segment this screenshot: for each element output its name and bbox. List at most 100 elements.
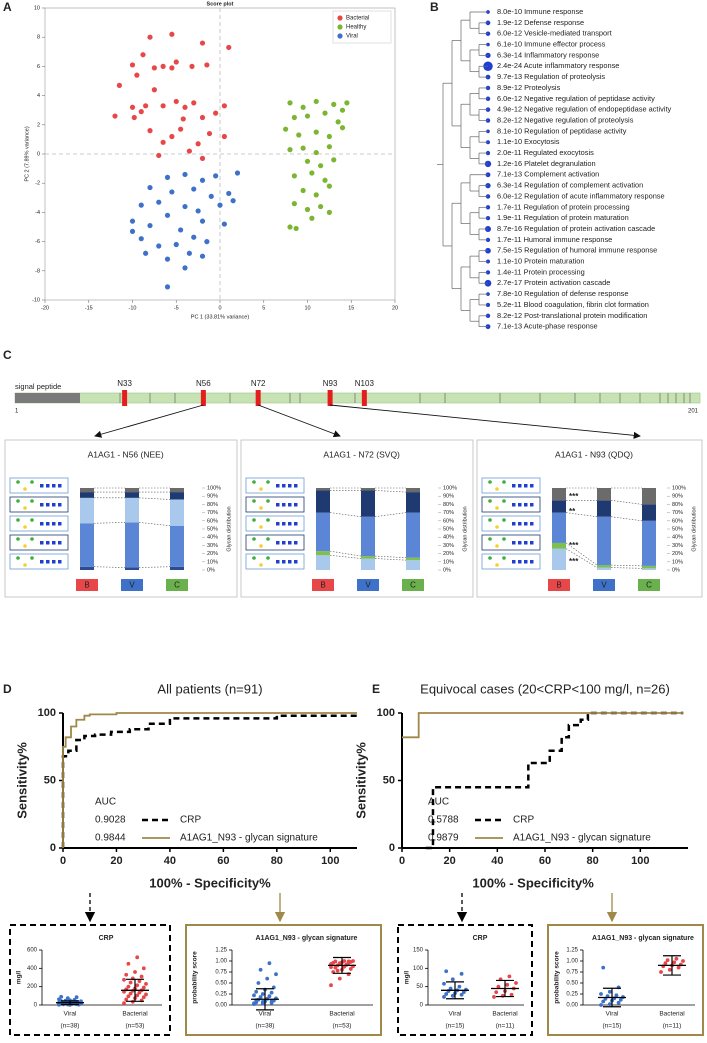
x-tick-label: 80 xyxy=(587,855,599,867)
bar-segment xyxy=(361,490,375,517)
x-tick-label: V xyxy=(601,581,607,590)
y-tick-label: 50 xyxy=(416,984,423,990)
point xyxy=(304,158,311,164)
point xyxy=(204,239,210,245)
point xyxy=(151,87,157,93)
y-tick-label: 100 xyxy=(38,707,56,719)
dot xyxy=(274,972,278,977)
dot xyxy=(124,997,129,1002)
bar-segment xyxy=(80,523,94,567)
dot xyxy=(496,984,501,989)
dot xyxy=(141,985,146,990)
point xyxy=(226,190,232,197)
bar-segment xyxy=(316,488,330,491)
point xyxy=(199,177,206,183)
point xyxy=(291,201,297,207)
glycan-unit xyxy=(276,541,280,545)
bar-segment xyxy=(170,566,184,570)
point xyxy=(178,126,184,132)
connector xyxy=(374,490,407,493)
category-box xyxy=(548,579,570,591)
point xyxy=(156,199,162,205)
dot xyxy=(348,967,353,971)
x-tick-label: 5 xyxy=(262,305,265,311)
point xyxy=(339,107,346,113)
point xyxy=(291,114,297,121)
category-box xyxy=(357,579,379,591)
leaf-label: 1.1e-10 Protein maturation xyxy=(497,257,585,266)
dot xyxy=(128,991,133,996)
bar-segment xyxy=(597,567,611,570)
n-label: (n=15) xyxy=(603,1023,622,1030)
glycan-unit xyxy=(518,560,522,564)
point xyxy=(287,224,293,230)
dot-frame xyxy=(185,924,382,1036)
point xyxy=(129,218,136,224)
bar-segment xyxy=(361,556,375,559)
glycan-unit xyxy=(294,541,298,545)
dot-frame xyxy=(9,924,171,1036)
connector xyxy=(610,500,643,505)
glycan-unit xyxy=(52,484,56,488)
glycan-unit xyxy=(252,556,256,560)
leaf-label: 6.0e-12 Vesicle-mediated transport xyxy=(497,29,612,38)
leaf-label: 4.9e-12 Negative regulation of endopepti… xyxy=(497,105,672,114)
glycan-unit xyxy=(282,484,286,488)
point xyxy=(191,100,197,106)
glycan-unit xyxy=(288,522,292,526)
glycan-unit xyxy=(252,480,256,484)
dot xyxy=(137,979,142,984)
glycan-unit xyxy=(282,522,286,526)
dot xyxy=(663,961,668,966)
n-label: (n=11) xyxy=(496,1023,515,1030)
y-tick-label: 0 xyxy=(34,1003,38,1009)
dot xyxy=(59,994,64,999)
point xyxy=(226,44,232,51)
glycan-unit xyxy=(46,503,50,507)
bar-segment xyxy=(361,488,375,491)
bar-segment xyxy=(597,500,611,517)
y-tick-label: 90% xyxy=(443,494,454,500)
glycan-unit xyxy=(23,506,27,510)
point xyxy=(309,170,315,176)
point xyxy=(309,215,315,221)
dot xyxy=(269,990,274,995)
leaf-label: 8.7e-16 Regulation of protein activation… xyxy=(497,224,655,233)
dot xyxy=(461,990,466,995)
protein-bar xyxy=(14,392,701,404)
bar-segment xyxy=(125,497,139,523)
point xyxy=(326,183,332,189)
bar-segment xyxy=(642,520,656,566)
glycan-unit xyxy=(30,537,34,541)
glycan-unit xyxy=(46,560,50,564)
point xyxy=(335,119,341,125)
leaf-label: 1.9e-11 Regulation of protein maturation xyxy=(497,213,629,222)
x-tick-label: -20 xyxy=(41,305,49,311)
bar-segment xyxy=(597,516,611,566)
y-tick-label: 90% xyxy=(672,494,683,500)
dot xyxy=(144,982,148,986)
connector xyxy=(374,512,407,517)
point xyxy=(331,157,337,163)
x-tick-label: 40 xyxy=(164,855,176,867)
glycan-unit xyxy=(524,522,528,526)
point xyxy=(313,149,319,156)
point xyxy=(326,144,332,150)
y-tick-label: 0% xyxy=(443,567,451,573)
y-tick-label: 600 xyxy=(27,948,38,954)
point xyxy=(169,31,175,37)
bar-segment xyxy=(80,492,94,498)
x-tick-label: 0 xyxy=(399,855,405,867)
leaf-label: 1.4e-11 Protein processing xyxy=(497,267,585,276)
point xyxy=(116,82,122,88)
y-axis-label: Sensitivity% xyxy=(353,742,368,819)
point xyxy=(221,221,227,227)
glycan-unit xyxy=(252,518,256,522)
leaf-label: 2.7e-17 Protein activation cascade xyxy=(497,278,610,287)
bar-segment xyxy=(80,497,94,524)
y-tick-label: 8 xyxy=(37,35,40,41)
auc-value: 0.9028 xyxy=(95,815,126,826)
x-tick-label: Viral xyxy=(259,1011,272,1018)
y-tick-label: 200 xyxy=(27,984,38,990)
x-tick-label: 10 xyxy=(304,305,310,311)
